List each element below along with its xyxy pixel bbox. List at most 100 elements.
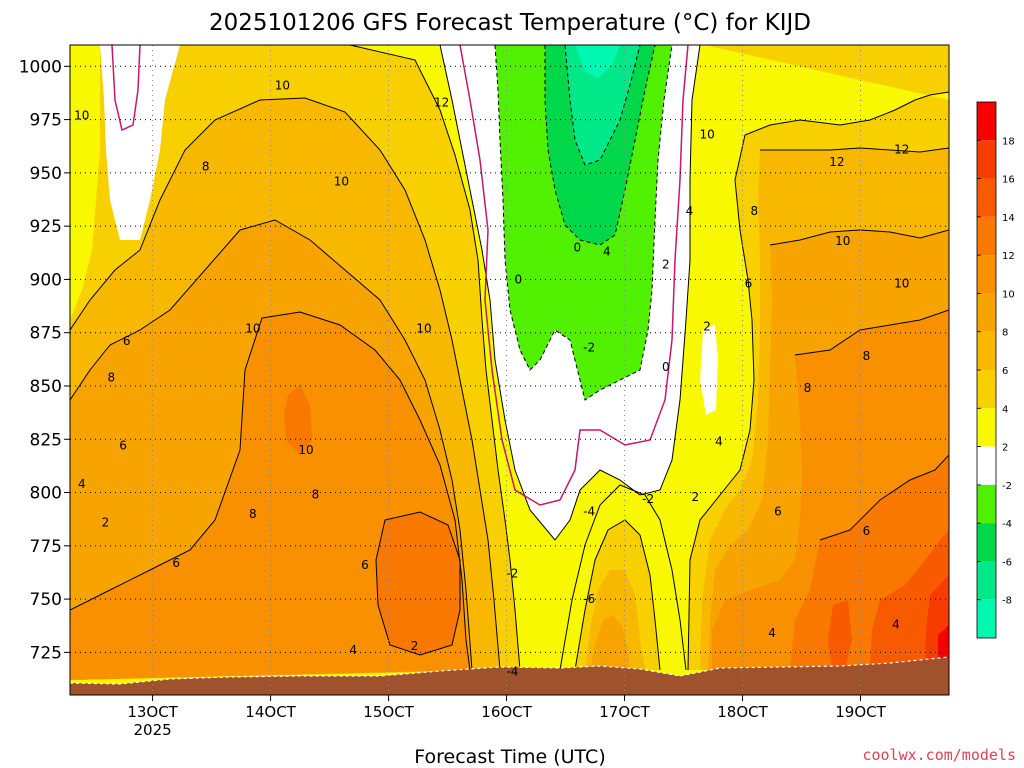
x-tick-label-19: 19OCT [835,703,886,721]
contour-line-8-right [769,229,949,246]
contour-label--6: -6 [583,592,595,606]
colorbar-label-10: 10 [1002,289,1015,300]
contour-line-6-right [760,147,949,153]
band-neg2-2-right-pocket [700,325,718,415]
x-tick-label-14: 14OCT [245,703,296,721]
band-neg2-2-topleft [100,45,180,240]
colorbar: 18 16 14 12 10 8 6 4 2 -2 -4 -6 -8 [976,101,1015,639]
contour-label-2: 2 [662,258,670,272]
contour-label-10: 10 [835,234,850,248]
colorbar-label-16: 16 [1002,175,1015,186]
zero-isotherm-center [459,45,689,506]
y-tick-label-1000: 1000 [19,57,62,77]
colorbar-swatch-12-to-14 [977,216,996,256]
contour-label-6: 6 [123,334,131,348]
colorbar-label-12: 12 [1002,251,1015,262]
contour-line-neg2 [494,45,673,401]
grid [70,45,949,695]
colorbar-swatch-4-to-6 [977,370,996,409]
contour-label--4: -4 [583,505,595,519]
contour-label-10: 10 [245,321,260,335]
contour-label-4: 4 [686,204,694,218]
band-10-12-blob-right [836,376,850,420]
colorbar-swatch--2-to-2 [977,446,996,485]
band-neg8-neg6 [565,45,640,165]
contour-label--4: -4 [506,665,518,679]
contour-label-10: 10 [74,108,89,122]
contour-label-12: 12 [894,142,909,156]
colorbar-swatch-16-to-18 [977,140,996,179]
contour-label-8: 8 [249,507,257,521]
contour-label-10: 10 [699,128,714,142]
contour-label-6: 6 [361,558,369,572]
colorbar-label-8: 8 [1002,328,1008,339]
contour-label-8: 8 [312,488,320,502]
contour-label-4: 4 [892,618,900,632]
band-neg10-neg8 [575,45,620,78]
negative-contours [494,45,673,401]
contour-label-6: 6 [774,505,782,519]
contour-label-12: 12 [434,96,449,110]
colorbar-swatch--10-to--8 [977,599,996,638]
y-tick-label-775: 775 [30,537,62,557]
colorbar-swatch-8-to-10 [977,293,996,332]
contour-label-2: 2 [102,515,110,529]
x-tick-label-15: 15OCT [363,703,414,721]
x-tick-label-17: 17OCT [599,703,650,721]
y-tick-label-825: 825 [30,430,62,450]
credit-link[interactable]: coolwx.com/models [862,746,1016,764]
colorbar-label-2: 2 [1002,443,1008,454]
contour-line-10-right [794,309,949,356]
contour-label-8: 8 [202,159,210,173]
colorbar-label-6: 6 [1002,366,1008,377]
y-tick-label-800: 800 [30,484,62,504]
contour-label-0: 0 [662,360,670,374]
band-8-10-wedge [590,615,630,670]
contour-labels: 2 4 6 6 2 4 6 8 8 10 8 6 10 10 10 8 10 10 12 -4 -6 -2 -4 -2 2 4 -2… [74,78,909,678]
contour-line-10-left [70,311,471,671]
plot-area: 2 4 6 6 2 4 6 8 8 10 8 6 10 10 10 8 10 10 12 -4 -6 -2 -4 -2 2 4 -2… [70,45,949,695]
band-14-16-blob [828,600,852,668]
contour-label--2: -2 [642,492,654,506]
contour-label-4: 4 [715,434,723,448]
band-12-14-blob-b [376,512,460,655]
contour-label-6: 6 [745,277,753,291]
colorbar-swatch-2-to-4 [977,408,996,447]
y-tick-label-975: 975 [30,111,62,131]
band-10-12-left [70,312,470,680]
band-18-20-right [938,625,949,665]
chart-title: 2025101206 GFS Forecast Temperature (°C)… [209,10,811,36]
x-axis: 13OCT 14OCT 15OCT 16OCT 17OCT 18OCT 19OCT 2025 [127,695,887,739]
contour-label-12: 12 [829,155,844,169]
contour-label-10: 10 [275,78,290,92]
contour-label-2: 2 [692,490,700,504]
contour-line-4-left [100,45,521,671]
contour-line-neg6 [564,45,641,166]
zero-isotherm-left [111,45,141,132]
contour-label-2: 2 [411,639,419,653]
contour-line-12-right [819,454,949,541]
plot-frame [69,44,950,696]
y-tick-label-950: 950 [30,164,62,184]
colorbar-label-4: 4 [1002,404,1008,415]
contour-label-0: 0 [574,240,582,254]
y-tick-label-725: 725 [30,643,62,663]
contour-label--2: -2 [583,341,595,355]
colorbar-label--4: -4 [1002,519,1012,530]
y-tick-label-900: 900 [30,270,62,290]
y-axis: 725 750 775 800 825 850 875 900 925 950 975 1000 [19,57,70,663]
contour-label-2: 2 [703,319,711,333]
colorbar-swatch-6-to-8 [977,331,996,370]
band-12-14-blob-a [284,385,312,455]
contour-label-10: 10 [334,174,349,188]
colorbar-swatch--6-to--4 [977,523,996,562]
contour-label-10: 10 [894,277,909,291]
colorbar-label--8: -8 [1002,596,1012,607]
contour-line-12-left [375,511,461,656]
colorbar-label--2: -2 [1002,481,1012,492]
y-tick-label-875: 875 [30,324,62,344]
contour-label-8: 8 [751,204,759,218]
x-tick-label-16: 16OCT [481,703,532,721]
terrain [70,657,949,695]
contour-label-6: 6 [119,439,127,453]
